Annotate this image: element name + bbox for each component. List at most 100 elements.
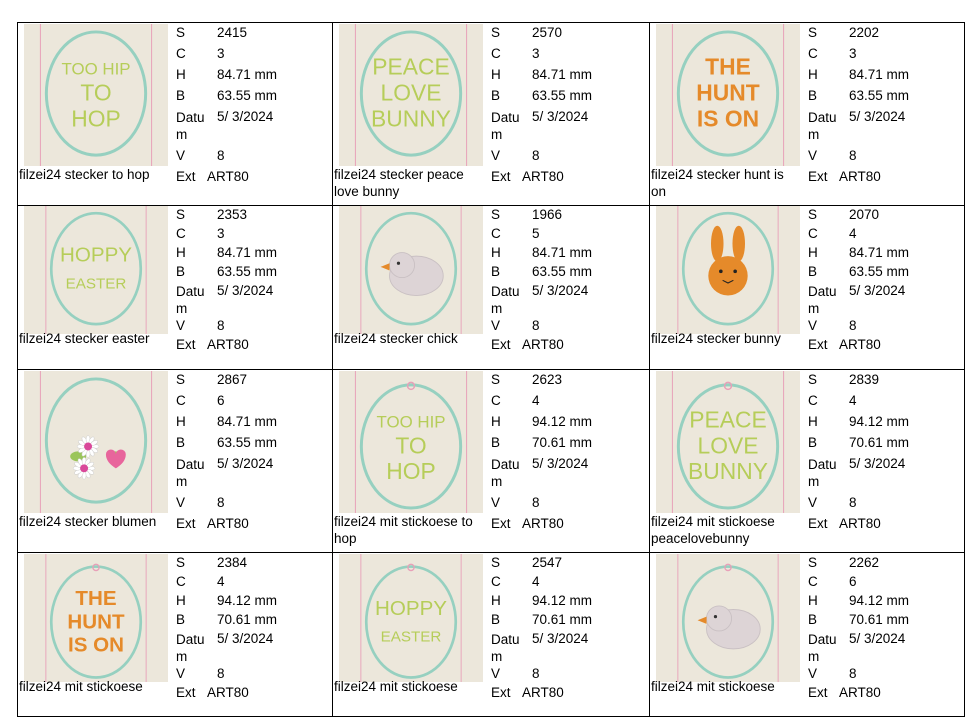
prop-value: ART80	[839, 516, 881, 531]
prop-value: 2839	[849, 372, 880, 387]
prop-label: Datu m	[176, 284, 205, 316]
embroidery-preview	[663, 206, 793, 334]
design-item: THE HUNT IS ON filzei24 stecker hunt is on S…	[650, 22, 965, 206]
prop-label: H	[491, 245, 501, 260]
prop-value: 5/ 3/2024	[849, 283, 906, 298]
prop-value: 63.55 mm	[217, 88, 278, 103]
design-filename: filzei24 stecker hunt is on	[651, 167, 784, 199]
prop-label: S	[176, 25, 186, 40]
prop-value: 84.71 mm	[849, 245, 910, 260]
prop-label: Ext	[808, 337, 828, 352]
prop-label: B	[176, 264, 186, 279]
prop-value: 63.55 mm	[849, 88, 910, 103]
prop-label: V	[176, 666, 186, 681]
prop-label: H	[176, 414, 186, 429]
prop-value: 4	[532, 393, 540, 408]
prop-label: Datu m	[808, 110, 837, 142]
prop-value: 5/ 3/2024	[849, 109, 906, 124]
prop-value: ART80	[207, 337, 249, 352]
prop-value: 8	[217, 318, 225, 333]
prop-value: ART80	[522, 685, 564, 700]
design-filename: filzei24 stecker easter	[19, 331, 150, 346]
prop-value: 2070	[849, 207, 880, 222]
prop-label: Datu m	[491, 110, 520, 142]
prop-label: C	[808, 393, 818, 408]
embroidered-text: HOPPY	[60, 243, 132, 266]
prop-value: 84.71 mm	[532, 67, 593, 82]
design-filename: filzei24 mit stickoese peacelovebunny	[651, 514, 775, 546]
design-item: PEACE LOVE BUNNY filzei24 mit stickoese pea…	[650, 370, 965, 553]
design-filename: filzei24 mit stickoese to hop	[334, 514, 473, 546]
prop-value: 8	[217, 148, 225, 163]
design-item: TOO HIP TO HOP filzei24 mit stickoese to ho…	[333, 370, 650, 553]
prop-value: 94.12 mm	[217, 593, 278, 608]
egg-outline	[359, 383, 463, 510]
design-thumbnail: THE HUNT IS ON	[656, 24, 800, 166]
prop-value: 63.55 mm	[849, 264, 910, 279]
prop-label: C	[808, 226, 818, 241]
prop-label: C	[176, 574, 186, 589]
prop-value: 94.12 mm	[849, 593, 910, 608]
prop-label: V	[808, 318, 818, 333]
prop-label: Ext	[491, 516, 511, 531]
prop-label: V	[808, 148, 818, 163]
prop-value: 63.55 mm	[532, 88, 593, 103]
prop-value: 5/ 3/2024	[532, 456, 589, 471]
design-thumbnail: HOPPY EASTER	[24, 206, 168, 334]
prop-label: C	[491, 226, 501, 241]
embroidery-preview	[663, 554, 793, 682]
prop-value: 63.55 mm	[217, 264, 278, 279]
prop-value: 70.61 mm	[532, 612, 593, 627]
prop-label: Datu m	[808, 457, 837, 489]
design-filename: filzei24 stecker blumen	[19, 514, 157, 529]
prop-value: 3	[217, 226, 225, 241]
prop-label: B	[176, 612, 186, 627]
prop-label: B	[808, 88, 818, 103]
prop-value: 70.61 mm	[217, 612, 278, 627]
chick-eye	[396, 261, 401, 265]
egg-outline	[676, 30, 780, 157]
felt-background	[31, 206, 161, 334]
prop-label: C	[176, 393, 186, 408]
embroidered-text: HOP	[386, 458, 435, 484]
prop-value: 5/ 3/2024	[217, 456, 274, 471]
embroidered-text: IS ON	[697, 105, 759, 131]
prop-value: 8	[849, 666, 857, 681]
design-item: TOO HIP TO HOP filzei24 stecker to hop S 2415…	[17, 22, 333, 206]
prop-label: S	[176, 555, 186, 570]
prop-value: 5	[532, 226, 540, 241]
prop-value: 5/ 3/2024	[532, 631, 589, 646]
chick-head	[389, 252, 416, 279]
embroidered-text: PEACE	[372, 54, 449, 80]
flower-center	[84, 442, 93, 451]
embroidered-text: LOVE	[698, 432, 759, 458]
prop-label: S	[491, 207, 501, 222]
prop-label: S	[808, 25, 818, 40]
design-item: THE HUNT IS ON filzei24 mit stickoese S 2384 C…	[17, 553, 333, 717]
prop-label: B	[808, 264, 818, 279]
prop-value: 84.71 mm	[217, 245, 278, 260]
prop-value: 8	[532, 495, 540, 510]
prop-value: 2415	[217, 25, 248, 40]
prop-label: H	[176, 67, 186, 82]
prop-label: Ext	[491, 685, 511, 700]
design-thumbnail	[656, 554, 800, 682]
chick-beak	[380, 263, 390, 271]
prop-label: V	[176, 148, 186, 163]
prop-label: C	[808, 46, 818, 61]
design-filename: filzei24 stecker peace love bunny	[334, 167, 464, 199]
prop-label: V	[491, 148, 501, 163]
prop-value: 94.12 mm	[532, 414, 593, 429]
prop-value: ART80	[522, 516, 564, 531]
prop-value: 3	[849, 46, 857, 61]
prop-value: 5/ 3/2024	[849, 456, 906, 471]
prop-value: 5/ 3/2024	[217, 283, 274, 298]
prop-label: C	[491, 574, 501, 589]
felt-background	[24, 24, 168, 166]
embroidered-text: TO	[80, 79, 111, 105]
embroidered-text: HUNT	[696, 79, 759, 105]
prop-label: S	[808, 372, 818, 387]
prop-value: ART80	[839, 169, 881, 184]
